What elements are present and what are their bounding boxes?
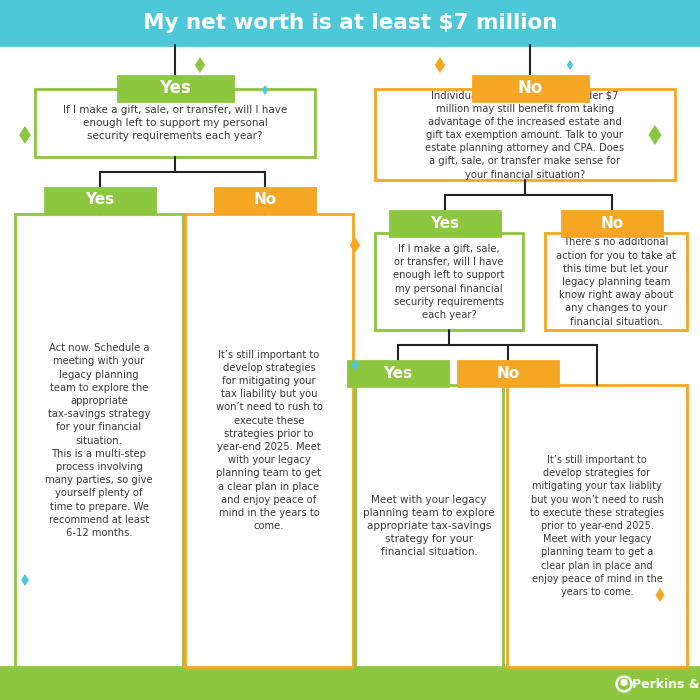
Text: Yes: Yes	[85, 193, 115, 207]
Text: No: No	[496, 365, 519, 381]
FancyBboxPatch shape	[348, 360, 448, 386]
Text: Yes: Yes	[430, 216, 460, 230]
Text: Meet with your legacy
planning team to explore
appropriate tax-savings
strategy : Meet with your legacy planning team to e…	[363, 495, 495, 557]
FancyBboxPatch shape	[473, 76, 587, 101]
Text: Individuals with a net worth under $7
million may still benefit from taking
adva: Individuals with a net worth under $7 mi…	[426, 90, 624, 180]
FancyBboxPatch shape	[507, 385, 687, 667]
FancyBboxPatch shape	[545, 233, 687, 330]
FancyBboxPatch shape	[562, 211, 662, 235]
Polygon shape	[648, 125, 662, 145]
FancyBboxPatch shape	[45, 188, 155, 213]
FancyBboxPatch shape	[118, 76, 232, 101]
Polygon shape	[435, 57, 445, 73]
Polygon shape	[655, 588, 664, 602]
Text: If I make a gift, sale,
or transfer, will I have
enough left to support
my perso: If I make a gift, sale, or transfer, wil…	[393, 244, 505, 320]
FancyBboxPatch shape	[15, 214, 183, 667]
Polygon shape	[21, 574, 29, 586]
Text: No: No	[253, 193, 276, 207]
Text: It’s still important to
develop strategies
for mitigating your
tax liability but: It’s still important to develop strategi…	[216, 350, 323, 531]
FancyBboxPatch shape	[0, 0, 700, 45]
Text: My net worth is at least $7 million: My net worth is at least $7 million	[143, 13, 557, 33]
Polygon shape	[19, 126, 31, 144]
Text: If I make a gift, sale, or transfer, will I have
enough left to support my perso: If I make a gift, sale, or transfer, wil…	[63, 105, 287, 141]
Polygon shape	[567, 60, 573, 70]
FancyBboxPatch shape	[355, 385, 503, 667]
FancyBboxPatch shape	[215, 188, 315, 213]
Circle shape	[621, 680, 627, 685]
Polygon shape	[262, 85, 268, 95]
Polygon shape	[195, 57, 205, 73]
Circle shape	[616, 676, 632, 692]
Polygon shape	[350, 237, 360, 253]
Text: No: No	[517, 79, 542, 97]
Text: Perkins & Co: Perkins & Co	[632, 678, 700, 690]
FancyBboxPatch shape	[185, 214, 353, 667]
Text: It’s still important to
develop strategies for
mitigating your tax liablity
but : It’s still important to develop strategi…	[530, 455, 664, 597]
FancyBboxPatch shape	[375, 89, 675, 180]
FancyBboxPatch shape	[375, 233, 523, 330]
Text: No: No	[601, 216, 624, 230]
FancyBboxPatch shape	[458, 360, 558, 386]
Text: Yes: Yes	[384, 365, 412, 381]
Text: Yes: Yes	[159, 79, 191, 97]
Polygon shape	[351, 359, 359, 371]
Circle shape	[619, 678, 629, 690]
Text: Act now. Schedule a
meeting with your
legacy planning
team to explore the
approp: Act now. Schedule a meeting with your le…	[46, 343, 153, 538]
Text: There’s no additional
action for you to take at
this time but let your
legacy pl: There’s no additional action for you to …	[556, 237, 676, 327]
FancyBboxPatch shape	[35, 89, 315, 157]
FancyBboxPatch shape	[390, 211, 500, 235]
FancyBboxPatch shape	[0, 667, 700, 700]
